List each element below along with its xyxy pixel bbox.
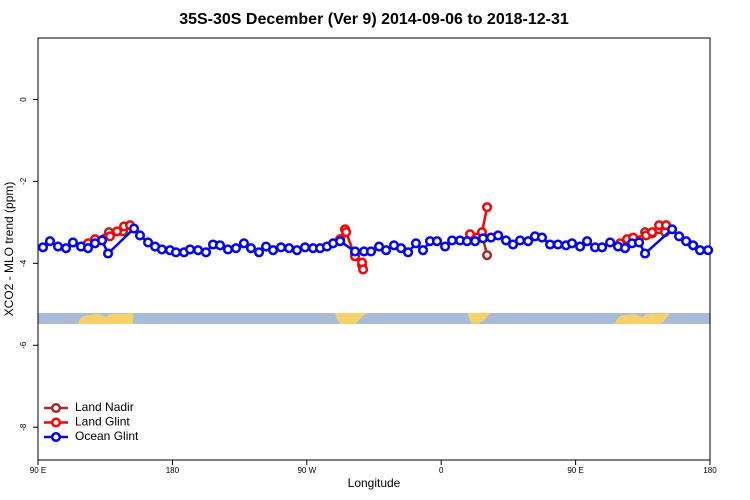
data-point	[341, 227, 352, 238]
y-tick-label: -6	[19, 341, 28, 349]
data-point	[291, 245, 302, 256]
legend-label: Land Glint	[75, 415, 130, 429]
data-point	[431, 236, 443, 247]
data-point	[104, 231, 116, 242]
data-point	[575, 241, 586, 252]
data-point	[128, 223, 140, 234]
data-point	[214, 240, 226, 251]
data-point	[481, 250, 493, 261]
y-tick-label: -4	[19, 259, 28, 267]
land-patch	[615, 313, 670, 324]
data-point	[566, 238, 578, 249]
data-point	[582, 236, 593, 247]
y-tick-label: -2	[19, 177, 28, 185]
data-point	[61, 243, 72, 254]
x-axis-label: Longitude	[348, 476, 401, 490]
data-point	[545, 239, 556, 250]
data-point	[410, 238, 422, 249]
data-point	[111, 226, 123, 237]
data-point	[156, 244, 167, 255]
data-point	[639, 248, 651, 259]
data-point	[245, 243, 256, 254]
data-point	[335, 236, 346, 247]
data-point	[552, 239, 564, 250]
chart-title: 35S-30S December (Ver 9) 2014-09-06 to 2…	[179, 11, 569, 28]
data-point	[619, 243, 631, 254]
land-patch	[335, 313, 367, 324]
data-point	[143, 237, 154, 248]
land-patch	[468, 313, 490, 324]
data-point	[253, 247, 265, 258]
x-tick-label: 180	[166, 466, 180, 475]
data-point	[222, 244, 234, 255]
data-point	[523, 236, 534, 247]
data-point	[358, 264, 369, 275]
data-point	[647, 227, 658, 238]
data-point	[440, 241, 451, 252]
data-point	[299, 242, 311, 253]
data-point	[461, 236, 473, 247]
data-point	[470, 236, 481, 247]
data-point	[674, 231, 685, 242]
data-point	[596, 242, 608, 253]
ocean-strip	[38, 313, 710, 324]
land-mask	[38, 313, 710, 324]
data-point	[605, 237, 616, 248]
data-point	[477, 233, 489, 244]
data-point	[667, 224, 678, 235]
legend-marker	[50, 431, 62, 443]
y-tick-label: 0	[19, 97, 28, 102]
legend-marker	[50, 417, 62, 428]
x-tick-label: 90 E	[30, 466, 46, 475]
data-point	[688, 240, 699, 251]
data-point	[395, 243, 407, 254]
y-tick-label: -8	[19, 423, 28, 431]
data-point	[170, 247, 182, 258]
data-point	[493, 230, 504, 241]
data-point	[283, 243, 295, 254]
data-point	[514, 235, 526, 246]
data-point	[238, 238, 249, 249]
data-point	[82, 243, 94, 254]
data-point	[402, 247, 414, 258]
data-point	[97, 235, 108, 246]
data-point	[381, 245, 392, 256]
data-point	[268, 245, 279, 256]
data-point	[52, 241, 64, 252]
legend-label: Land Nadir	[75, 400, 134, 414]
x-tick-label: 0	[439, 466, 444, 475]
series-line	[87, 206, 667, 270]
data-point	[230, 243, 242, 254]
data-point	[102, 248, 114, 259]
x-tick-label: 90 W	[297, 466, 316, 475]
data-point	[67, 237, 78, 248]
data-point	[500, 235, 512, 246]
y-axis-label: XCO2 - MLO trend (ppm)	[2, 182, 16, 317]
data-point	[694, 245, 706, 256]
data-point	[193, 245, 204, 256]
data-point	[507, 239, 519, 250]
x-tick-label: 90 E	[567, 466, 583, 475]
data-point	[275, 242, 287, 253]
data-point	[134, 230, 146, 241]
data-point	[681, 236, 692, 247]
x-tick-label: 180	[703, 466, 717, 475]
legend-marker	[50, 402, 62, 414]
data-point	[447, 235, 458, 246]
data-point	[44, 236, 55, 247]
data-point	[417, 245, 429, 256]
data-point	[349, 246, 361, 257]
data-point	[200, 247, 212, 258]
land-patch	[78, 313, 133, 324]
data-point	[481, 202, 493, 213]
legend-label: Ocean Glint	[75, 429, 139, 443]
data-point	[365, 246, 377, 257]
data-point	[184, 244, 196, 255]
data-point	[37, 242, 48, 253]
data-point	[703, 245, 714, 256]
data-point	[634, 237, 645, 248]
data-point	[536, 232, 548, 243]
